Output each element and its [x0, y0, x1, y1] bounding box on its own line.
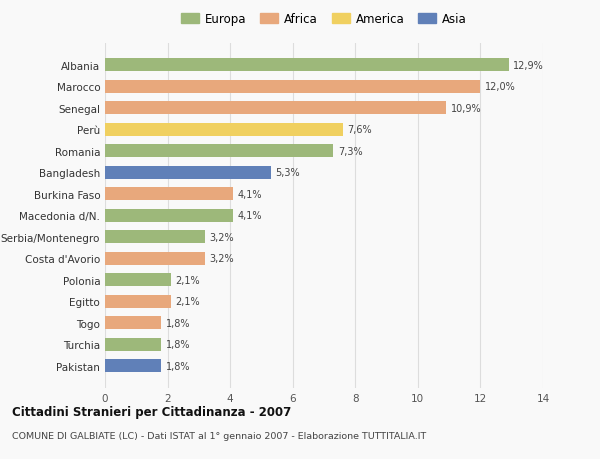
- Bar: [105, 359, 161, 372]
- Text: Cittadini Stranieri per Cittadinanza - 2007: Cittadini Stranieri per Cittadinanza - 2…: [12, 405, 291, 419]
- Legend: Europa, Africa, America, Asia: Europa, Africa, America, Asia: [176, 8, 472, 31]
- Text: 3,2%: 3,2%: [210, 254, 235, 263]
- Text: 1,8%: 1,8%: [166, 318, 191, 328]
- Text: 1,8%: 1,8%: [166, 361, 191, 371]
- Text: 3,2%: 3,2%: [210, 232, 235, 242]
- Bar: [105, 295, 170, 308]
- Text: 5,3%: 5,3%: [275, 168, 300, 178]
- Bar: [105, 252, 205, 265]
- Text: COMUNE DI GALBIATE (LC) - Dati ISTAT al 1° gennaio 2007 - Elaborazione TUTTITALI: COMUNE DI GALBIATE (LC) - Dati ISTAT al …: [12, 431, 426, 440]
- Text: 7,3%: 7,3%: [338, 146, 363, 157]
- Bar: [105, 59, 509, 72]
- Text: 2,1%: 2,1%: [175, 297, 200, 307]
- Bar: [105, 274, 170, 286]
- Bar: [105, 209, 233, 222]
- Bar: [105, 102, 446, 115]
- Text: 4,1%: 4,1%: [238, 211, 262, 221]
- Text: 12,9%: 12,9%: [513, 61, 544, 71]
- Text: 4,1%: 4,1%: [238, 189, 262, 199]
- Bar: [105, 338, 161, 351]
- Bar: [105, 188, 233, 201]
- Bar: [105, 316, 161, 330]
- Bar: [105, 145, 334, 158]
- Text: 1,8%: 1,8%: [166, 339, 191, 349]
- Bar: [105, 231, 205, 244]
- Text: 7,6%: 7,6%: [347, 125, 372, 135]
- Text: 10,9%: 10,9%: [451, 104, 481, 113]
- Text: 12,0%: 12,0%: [485, 82, 516, 92]
- Bar: [105, 123, 343, 136]
- Text: 2,1%: 2,1%: [175, 275, 200, 285]
- Bar: [105, 167, 271, 179]
- Bar: [105, 81, 481, 94]
